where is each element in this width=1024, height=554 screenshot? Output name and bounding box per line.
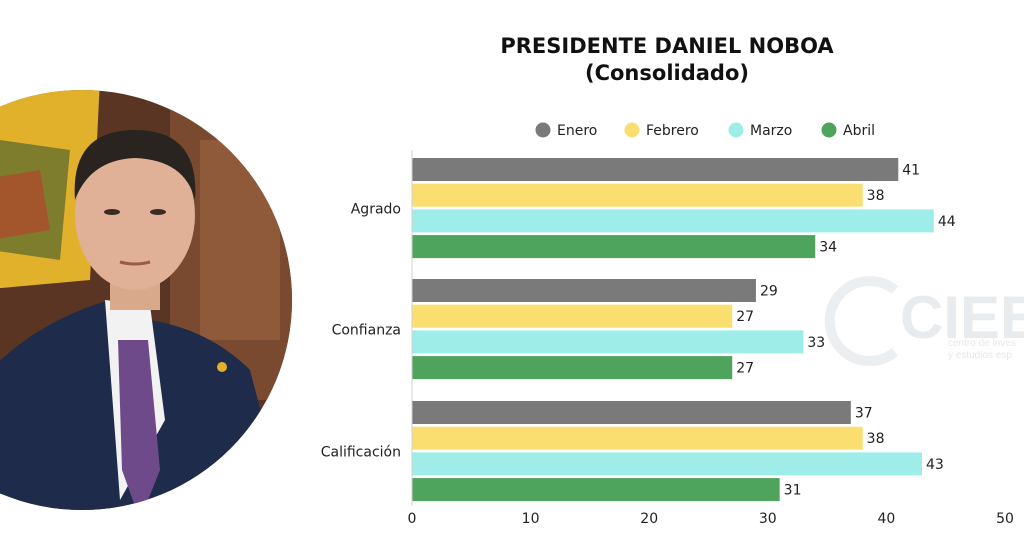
bar bbox=[412, 426, 863, 450]
watermark-line-2: y estudios esp bbox=[948, 350, 1012, 361]
legend-swatch-febrero bbox=[624, 122, 640, 138]
x-tick-label: 0 bbox=[408, 511, 417, 527]
bar bbox=[412, 235, 816, 259]
bar bbox=[412, 356, 733, 380]
data-label: 31 bbox=[784, 483, 802, 499]
data-label: 43 bbox=[926, 457, 944, 473]
data-label: 27 bbox=[736, 309, 754, 325]
data-label: 44 bbox=[938, 214, 956, 230]
legend-swatch-enero bbox=[535, 122, 551, 138]
legend-label-abril: Abril bbox=[843, 123, 875, 139]
x-tick-label: 50 bbox=[996, 511, 1014, 527]
data-label: 33 bbox=[807, 335, 825, 351]
bar bbox=[412, 209, 934, 233]
chart-title: PRESIDENTE DANIEL NOBOA bbox=[500, 34, 834, 58]
watermark: CIEE centro de inves y estudios esp bbox=[824, 276, 1024, 366]
x-tick-label: 20 bbox=[640, 511, 658, 527]
data-label: 41 bbox=[902, 163, 920, 179]
watermark-line-1: centro de inves bbox=[948, 338, 1016, 349]
x-tick-label: 30 bbox=[759, 511, 777, 527]
data-label: 38 bbox=[867, 431, 885, 447]
bar bbox=[412, 183, 863, 207]
legend-label-marzo: Marzo bbox=[750, 123, 792, 139]
bar bbox=[412, 478, 780, 502]
legend: Enero Febrero Marzo Abril bbox=[535, 122, 875, 139]
bar bbox=[412, 401, 851, 424]
bars-group: Agrado 41 38 44 34 Confianza 29 27 33 27 Calificac… bbox=[321, 150, 956, 506]
bar bbox=[412, 158, 899, 181]
data-label: 38 bbox=[867, 188, 885, 204]
data-label: 29 bbox=[760, 284, 778, 300]
bar bbox=[412, 279, 756, 302]
category-label: Calificación bbox=[321, 444, 401, 460]
legend-swatch-marzo bbox=[728, 122, 744, 138]
chart-subtitle: (Consolidado) bbox=[585, 61, 749, 85]
bar bbox=[412, 452, 922, 476]
legend-swatch-abril bbox=[821, 122, 837, 138]
bar bbox=[412, 304, 733, 328]
bar bbox=[412, 330, 804, 354]
x-tick-label: 10 bbox=[522, 511, 540, 527]
legend-label-febrero: Febrero bbox=[646, 123, 699, 139]
data-label: 34 bbox=[819, 240, 837, 256]
watermark-logo-text: CIEE bbox=[900, 284, 1024, 351]
x-tick-label: 40 bbox=[877, 511, 895, 527]
data-label: 27 bbox=[736, 361, 754, 377]
x-axis: 0 10 20 30 40 50 bbox=[408, 511, 1014, 527]
category-label: Confianza bbox=[332, 322, 401, 338]
data-label: 37 bbox=[855, 406, 873, 422]
category-label: Agrado bbox=[351, 201, 401, 217]
legend-label-enero: Enero bbox=[557, 123, 597, 139]
